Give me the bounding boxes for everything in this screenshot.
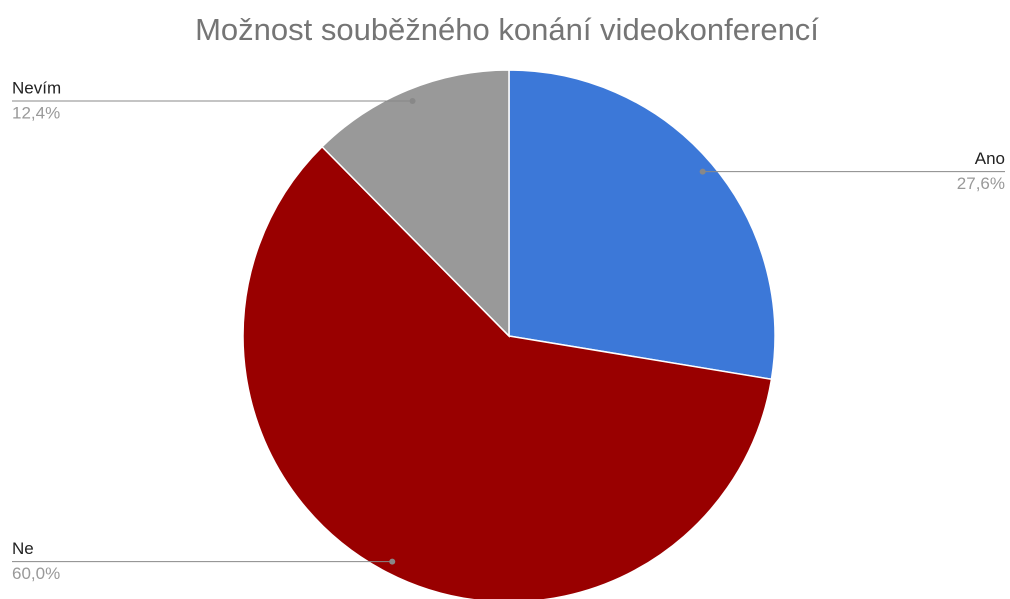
chart-title: Možnost souběžného konání videokonferenc… xyxy=(195,12,819,47)
slice-label: Ano xyxy=(975,149,1005,168)
pie-slice xyxy=(242,145,773,599)
leader-dot xyxy=(389,558,396,565)
slice-value-label: 12,4% xyxy=(12,103,60,122)
leader-dot xyxy=(699,168,706,175)
slice-label: Nevím xyxy=(12,78,61,97)
pie-slice xyxy=(508,69,776,381)
slice-value-label: 60,0% xyxy=(12,564,60,583)
slice-value-label: 27,6% xyxy=(957,174,1005,193)
slice-label: Ne xyxy=(12,539,34,558)
leader-dot xyxy=(409,98,416,105)
pie-slice xyxy=(321,69,510,338)
